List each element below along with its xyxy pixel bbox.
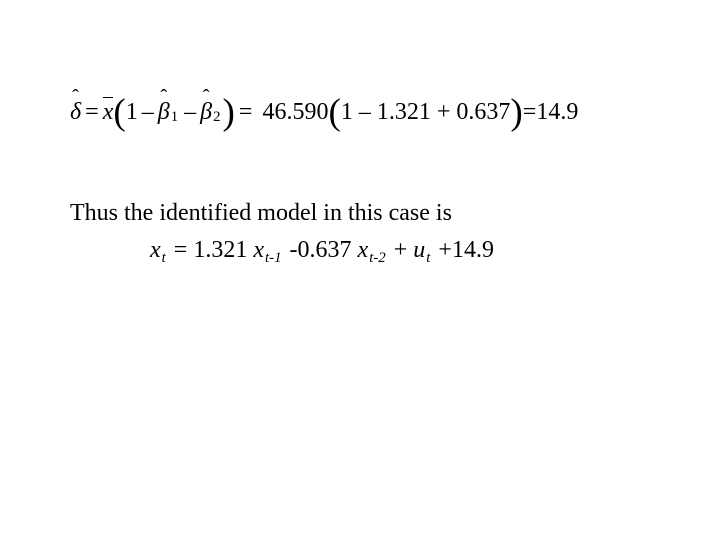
plus-u: +	[394, 237, 408, 263]
result-14-9: 14.9	[536, 98, 578, 127]
num-46-590: 46.590	[262, 98, 328, 127]
hat-accent-b2: ˆ	[203, 87, 210, 107]
inner-expression: 1 – 1.321 + 0.637	[341, 98, 511, 127]
sub-2: 2	[213, 109, 220, 127]
coef-2: -0.637	[290, 237, 352, 263]
minus-1: –	[138, 98, 158, 127]
slide-content: ˆ δ = x ( 1 – ˆ β 1 – ˆ β 2 ) = 46.590 (…	[70, 90, 670, 264]
lparen-big-1: (	[113, 91, 125, 136]
hat-accent-b1: ˆ	[160, 87, 167, 107]
const-tail: +14.9	[438, 237, 494, 263]
x-t1: x	[253, 237, 264, 263]
equals-2: =	[235, 98, 257, 127]
sub-1: 1	[171, 109, 178, 127]
sub-t: t	[162, 250, 166, 266]
sub-ut: t	[426, 250, 430, 266]
rparen-big-1: )	[223, 91, 235, 136]
x-t: x	[150, 237, 161, 263]
sentence-line: Thus the identified model in this case i…	[70, 195, 670, 231]
beta1-hat: ˆ β	[158, 98, 170, 127]
rparen-big-2: )	[510, 91, 522, 136]
delta-hat: ˆ δ	[70, 98, 81, 127]
num-one: 1	[126, 98, 138, 127]
minus-2: –	[180, 98, 200, 127]
equals-1: =	[81, 98, 103, 127]
sub-t1: t-1	[265, 250, 282, 266]
beta2-hat: ˆ β	[200, 98, 212, 127]
coef-1: 1.321	[193, 237, 247, 263]
equals-3: =	[523, 98, 537, 127]
hat-accent: ˆ	[72, 87, 79, 107]
sub-t2: t-2	[369, 250, 386, 266]
x-t2: x	[358, 237, 369, 263]
u-t: u	[413, 237, 425, 263]
x-bar: x	[103, 98, 114, 127]
x-symbol: x	[103, 99, 114, 125]
derivation-equation: ˆ δ = x ( 1 – ˆ β 1 – ˆ β 2 ) = 46.590 (…	[70, 90, 670, 135]
model-equals: =	[174, 237, 188, 263]
model-equation: xt = 1.321 xt-1 -0.637 xt-2 + ut +14.9	[150, 237, 670, 264]
lparen-big-2: (	[328, 91, 340, 136]
bar-accent	[103, 97, 114, 98]
